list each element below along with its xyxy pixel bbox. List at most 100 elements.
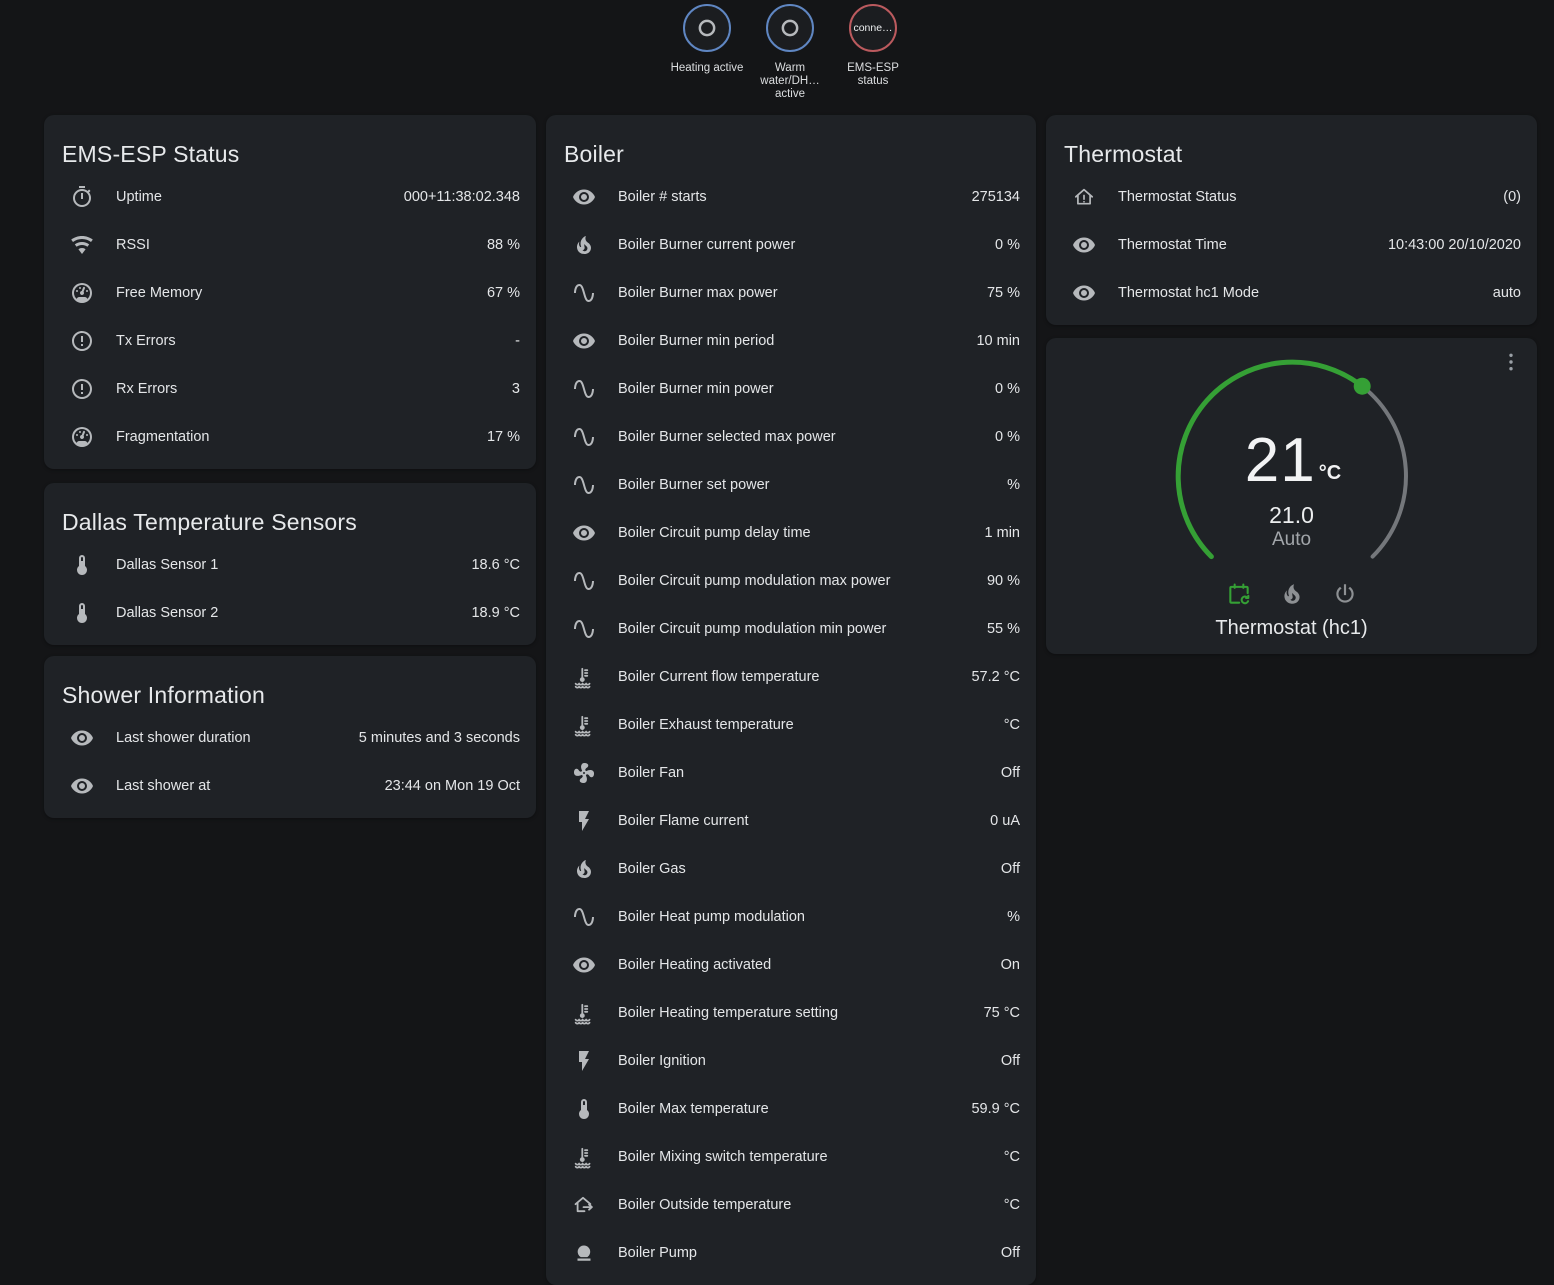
entity-row-last-shower-at[interactable]: Last shower at 23:44 on Mon 19 Oct [44,762,536,810]
entity-row-boiler-circuit-pump-delay-time[interactable]: Boiler Circuit pump delay time 1 min [546,509,1036,557]
badge-status-text: conne… [853,22,893,34]
home-export-icon [572,1193,596,1217]
temperature-dial[interactable] [1162,346,1422,606]
eye-icon [572,185,596,209]
entity-label: Last shower at [116,778,211,794]
ring-icon [777,15,803,41]
entity-value: 17 % [486,429,520,445]
sine-icon [572,905,596,929]
entity-value: 90 % [986,573,1020,589]
entity-label: Dallas Sensor 1 [116,557,219,573]
entity-label: Boiler Gas [618,861,686,877]
badge-label: Heating active [670,62,744,74]
entity-row-boiler-exhaust-temperature[interactable]: Boiler Exhaust temperature °C [546,701,1036,749]
entity-value: 10:43:00 20/10/2020 [1387,237,1521,253]
coolant-icon [572,1001,596,1025]
entity-label: Boiler Heating temperature setting [618,1005,839,1021]
entity-row-boiler-heating-temperature-setting[interactable]: Boiler Heating temperature setting 75 °C [546,989,1036,1037]
entity-value: 59.9 °C [971,1101,1020,1117]
entity-label: Boiler Burner set power [618,477,770,493]
hvac-mode-buttons [1046,581,1537,607]
entity-value: Off [1000,765,1020,781]
entity-row-thermostat-status[interactable]: Thermostat Status (0) [1046,173,1537,221]
coolant-icon [572,713,596,737]
badge-circle: conne… [849,4,897,52]
eye-icon [572,521,596,545]
entity-row-boiler-burner-min-period[interactable]: Boiler Burner min period 10 min [546,317,1036,365]
entity-value: 18.6 °C [471,557,520,573]
fan-icon [572,761,596,785]
entity-value: On [1000,957,1020,973]
entity-row-boiler-ignition[interactable]: Boiler Ignition Off [546,1037,1036,1085]
dots-vertical-icon[interactable] [1499,350,1523,374]
mode-off-button[interactable] [1332,581,1358,607]
entity-value: 10 min [976,333,1020,349]
entity-row-boiler-gas[interactable]: Boiler Gas Off [546,845,1036,893]
entity-row-boiler-max-temperature[interactable]: Boiler Max temperature 59.9 °C [546,1085,1036,1133]
entity-row-dallas-sensor-2[interactable]: Dallas Sensor 2 18.9 °C [44,589,536,637]
sine-icon [572,473,596,497]
entity-row-last-shower-duration[interactable]: Last shower duration 5 minutes and 3 seco… [44,714,536,762]
entity-label: Thermostat Time [1118,237,1227,253]
entity-row-thermostat-time[interactable]: Thermostat Time 10:43:00 20/10/2020 [1046,221,1537,269]
alert-circle-icon [70,377,94,401]
entity-row-rx-errors[interactable]: Rx Errors 3 [44,365,536,413]
entity-row-boiler-fan[interactable]: Boiler Fan Off [546,749,1036,797]
flash-icon [572,1049,596,1073]
entity-row-boiler-mixing-switch-temperature[interactable]: Boiler Mixing switch temperature °C [546,1133,1036,1181]
entity-value: 0 % [995,381,1020,397]
entity-row-fragmentation[interactable]: Fragmentation 17 % [44,413,536,461]
entity-value: Off [1000,1245,1020,1261]
thermometer-icon [70,553,94,577]
fire-icon [572,233,596,257]
mode-auto-button[interactable] [1226,581,1252,607]
entity-value: % [1007,477,1020,493]
home-alert-icon [1072,185,1096,209]
badge-circle [766,4,814,52]
entity-row-boiler-heating-activated[interactable]: Boiler Heating activated On [546,941,1036,989]
entity-row-boiler-flame-current[interactable]: Boiler Flame current 0 uA [546,797,1036,845]
badge-heating-active[interactable]: Heating active [670,4,744,75]
entity-value: 0 % [995,237,1020,253]
hvac-mode-label: Auto [1271,529,1312,550]
entity-label: Boiler Circuit pump modulation min power [618,621,887,637]
entity-label: Boiler Fan [618,765,685,781]
entity-row-boiler-burner-set-power[interactable]: Boiler Burner set power% [546,461,1036,509]
entity-row-free-memory[interactable]: Free Memory 67 % [44,269,536,317]
entity-label: Boiler Flame current [618,813,749,829]
entity-row-boiler-circuit-pump-modulation-max-power[interactable]: Boiler Circuit pump modulation max power… [546,557,1036,605]
entity-row-dallas-sensor-1[interactable]: Dallas Sensor 1 18.6 °C [44,541,536,589]
entity-row-tx-errors[interactable]: Tx Errors - [44,317,536,365]
entity-row-boiler-outside-temperature[interactable]: Boiler Outside temperature °C [546,1181,1036,1229]
entity-label: Boiler Pump [618,1245,697,1261]
entity-value: 0 % [995,429,1020,445]
entity-row-boiler-current-flow-temperature[interactable]: Boiler Current flow temperature 57.2 °C [546,653,1036,701]
entity-row-rssi[interactable]: RSSI 88 % [44,221,536,269]
entity-row-boiler-heat-pump-modulation[interactable]: Boiler Heat pump modulation% [546,893,1036,941]
mode-heat-button[interactable] [1279,581,1305,607]
entity-label: Boiler Circuit pump delay time [618,525,811,541]
entity-label: Boiler Burner max power [618,285,778,301]
entity-value: 0 uA [990,813,1020,829]
entity-value: 23:44 on Mon 19 Oct [384,778,520,794]
entity-row-boiler-burner-max-power[interactable]: Boiler Burner max power 75 % [546,269,1036,317]
entity-label: Tx Errors [116,333,176,349]
entity-row-uptime[interactable]: Uptime 000+11:38:02.348 [44,173,536,221]
entity-label: Boiler # starts [618,189,707,205]
badge-ems-esp-status[interactable]: conne… EMS-ESP status [836,4,910,88]
entity-row-boiler-circuit-pump-modulation-min-power[interactable]: Boiler Circuit pump modulation min power… [546,605,1036,653]
dial-handle [1353,377,1371,395]
entity-label: Boiler Burner selected max power [618,429,836,445]
entity-row-boiler-burner-selected-max-power[interactable]: Boiler Burner selected max power 0 % [546,413,1036,461]
entity-row-boiler-burner-min-power[interactable]: Boiler Burner min power 0 % [546,365,1036,413]
entity-row-boiler-starts[interactable]: Boiler # starts 275134 [546,173,1036,221]
entity-value: 75 % [986,285,1020,301]
entity-row-boiler-burner-current-power[interactable]: Boiler Burner current power 0 % [546,221,1036,269]
entity-value: 3 [511,381,520,397]
entity-label: Boiler Ignition [618,1053,706,1069]
entity-row-boiler-pump[interactable]: Boiler Pump Off [546,1229,1036,1277]
entity-value: - [515,333,520,349]
badge-warm-water-dhw[interactable]: Warm water/DH… active [753,4,827,101]
entity-row-thermostat-hc1-mode[interactable]: Thermostat hc1 Mode auto [1046,269,1537,317]
entity-label: Boiler Outside temperature [618,1197,792,1213]
